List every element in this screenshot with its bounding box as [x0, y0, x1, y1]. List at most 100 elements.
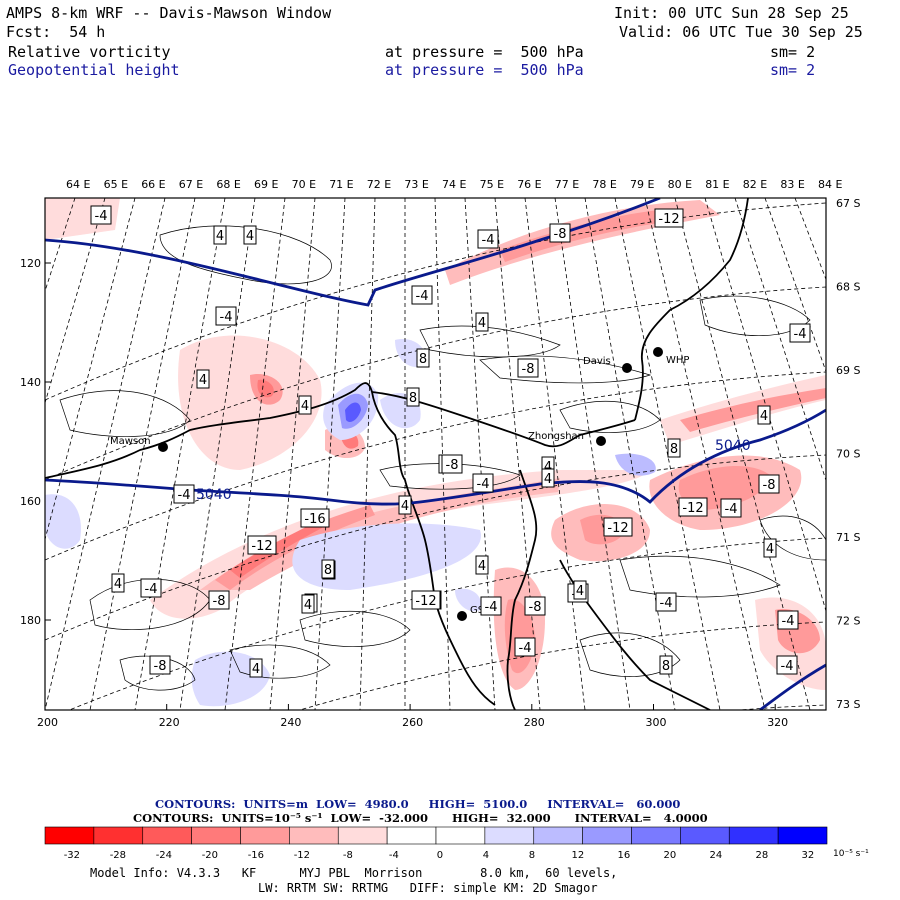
station-label-whp: WHP — [666, 355, 689, 366]
colorbar-swatch — [533, 826, 583, 845]
colorbar-label: -24 — [156, 850, 172, 861]
colorbar-swatch — [582, 826, 632, 845]
init-time: Init: 00 UTC Sun 28 Sep 25 — [614, 4, 849, 22]
vorticity-label: -12 — [411, 590, 441, 610]
longitude-label: 64 E — [66, 178, 90, 191]
x-tick-label: 220 — [159, 716, 180, 729]
longitude-label: 70 E — [292, 178, 316, 191]
svg-text:-4: -4 — [725, 502, 738, 517]
vorticity-label: -4 — [720, 498, 742, 518]
vorticity-label: 4 — [398, 495, 412, 515]
colorbar-label: -28 — [110, 850, 126, 861]
vorticity-label: -4 — [173, 484, 195, 504]
colorbar-swatch — [777, 826, 828, 845]
vorticity-label: -4 — [215, 306, 237, 326]
colorbar-swatch — [289, 826, 339, 845]
svg-text:4: 4 — [766, 542, 774, 557]
station-marker-davis[interactable] — [622, 363, 632, 373]
longitude-label: 79 E — [630, 178, 654, 191]
height-label: 5040 — [196, 487, 232, 503]
longitude-label: 65 E — [104, 178, 128, 191]
y-tick-label: 180 — [20, 614, 41, 627]
svg-text:-16: -16 — [304, 512, 325, 527]
map-plot-area — [45, 198, 826, 710]
longitude-label: 69 E — [254, 178, 278, 191]
vorticity-label: -4 — [90, 205, 112, 225]
height-contour-info: CONTOURS: UNITS=m LOW= 4980.0 HIGH= 5100… — [155, 797, 681, 811]
field1-level: at pressure = 500 hPa — [385, 43, 584, 61]
svg-text:8: 8 — [324, 563, 332, 578]
vorticity-label: -16 — [300, 508, 330, 528]
station-label-davis: Davis — [583, 356, 611, 367]
vorticity-label: -4 — [411, 285, 433, 305]
vorticity-label: 4 — [243, 225, 257, 245]
y-tick-label: 140 — [20, 376, 41, 389]
longitude-label: 75 E — [480, 178, 504, 191]
latitude-labels: 67 S 68 S 69 S 70 S 71 S 72 S 73 S — [836, 197, 860, 711]
vorticity-label: -8 — [441, 454, 463, 474]
station-labels: Mawson Davis WHP Zhongshan GS — [110, 355, 689, 616]
latitude-label: 67 S — [836, 197, 860, 210]
x-axis-ticks: 200 220 240 260 280 300 320 — [37, 704, 788, 729]
station-marker-gs[interactable] — [457, 611, 467, 621]
colorbar-label: -8 — [343, 850, 353, 861]
field2-level: at pressure = 500 hPa — [385, 61, 584, 79]
vorticity-label: -4 — [776, 655, 798, 675]
vorticity-label: -8 — [524, 596, 546, 616]
vorticity-contour-labels: -4 4 4 -4 -8 -12 -4 4 -4 4 8 -8 4 8 -4 4 -4 4 -16 -12 -8 4 -4 8… — [90, 205, 811, 678]
svg-text:4: 4 — [478, 316, 486, 331]
longitude-label: 82 E — [743, 178, 767, 191]
station-label-zhongshan: Zhongshan — [528, 431, 584, 442]
colorbar-swatch — [44, 826, 95, 845]
vorticity-label: 4 — [249, 658, 263, 678]
svg-text:4: 4 — [304, 598, 312, 613]
x-tick-label: 200 — [37, 716, 58, 729]
station-marker-mawson[interactable] — [158, 442, 168, 452]
longitude-label: 81 E — [705, 178, 729, 191]
svg-text:-4: -4 — [416, 289, 429, 304]
colorbar-swatch — [484, 826, 535, 845]
vorticity-label: -12 — [247, 535, 277, 555]
station-label-gs: GS — [470, 605, 484, 616]
longitude-label: 67 E — [179, 178, 203, 191]
latitude-label: 71 S — [836, 531, 860, 544]
map-title: AMPS 8-km WRF -- Davis-Mawson Window — [6, 4, 332, 22]
svg-text:-4: -4 — [95, 209, 108, 224]
height-label: 5040 — [715, 438, 751, 454]
svg-text:-12: -12 — [682, 501, 703, 516]
station-marker-zhongshan[interactable] — [596, 436, 606, 446]
svg-text:-8: -8 — [529, 600, 542, 615]
colorbar-units: 10⁻⁵ s⁻¹ — [833, 849, 869, 859]
colorbar-label: 4 — [483, 850, 489, 861]
longitude-label: 76 E — [517, 178, 541, 191]
vorticity-label: 4 — [111, 573, 125, 593]
svg-text:-4: -4 — [782, 614, 795, 629]
colorbar-label: 16 — [618, 850, 631, 861]
svg-text:-4: -4 — [781, 659, 794, 674]
vorticity-label: 8 — [416, 348, 430, 368]
svg-text:4: 4 — [252, 662, 260, 677]
longitude-label: 71 E — [329, 178, 353, 191]
svg-text:4: 4 — [544, 460, 552, 475]
vorticity-label: -4 — [477, 229, 499, 249]
colorbar-swatch — [386, 826, 437, 845]
vorticity-label: -4 — [789, 323, 811, 343]
svg-text:-12: -12 — [658, 212, 679, 227]
latitude-label: 70 S — [836, 448, 860, 461]
y-tick-label: 120 — [20, 257, 41, 270]
svg-text:4: 4 — [576, 584, 584, 599]
svg-text:-4: -4 — [477, 477, 490, 492]
y-axis-ticks: 120 140 160 180 — [20, 257, 51, 627]
svg-text:-8: -8 — [522, 362, 535, 377]
station-marker-whp[interactable] — [653, 347, 663, 357]
longitude-label: 66 E — [141, 178, 165, 191]
svg-text:4: 4 — [246, 229, 254, 244]
colorbar: -32 -28 -24 -20 -16 -12 -8 -4 0 4 8 12 16 20 24 28 32 10⁻… — [44, 826, 869, 861]
vorticity-label: 8 — [659, 655, 673, 675]
vorticity-label: -4 — [480, 596, 502, 616]
svg-text:-4: -4 — [178, 488, 191, 503]
vorticity-label: -4 — [140, 578, 162, 598]
x-tick-label: 320 — [767, 716, 788, 729]
longitude-label: 73 E — [404, 178, 428, 191]
colorbar-label: 32 — [802, 850, 815, 861]
